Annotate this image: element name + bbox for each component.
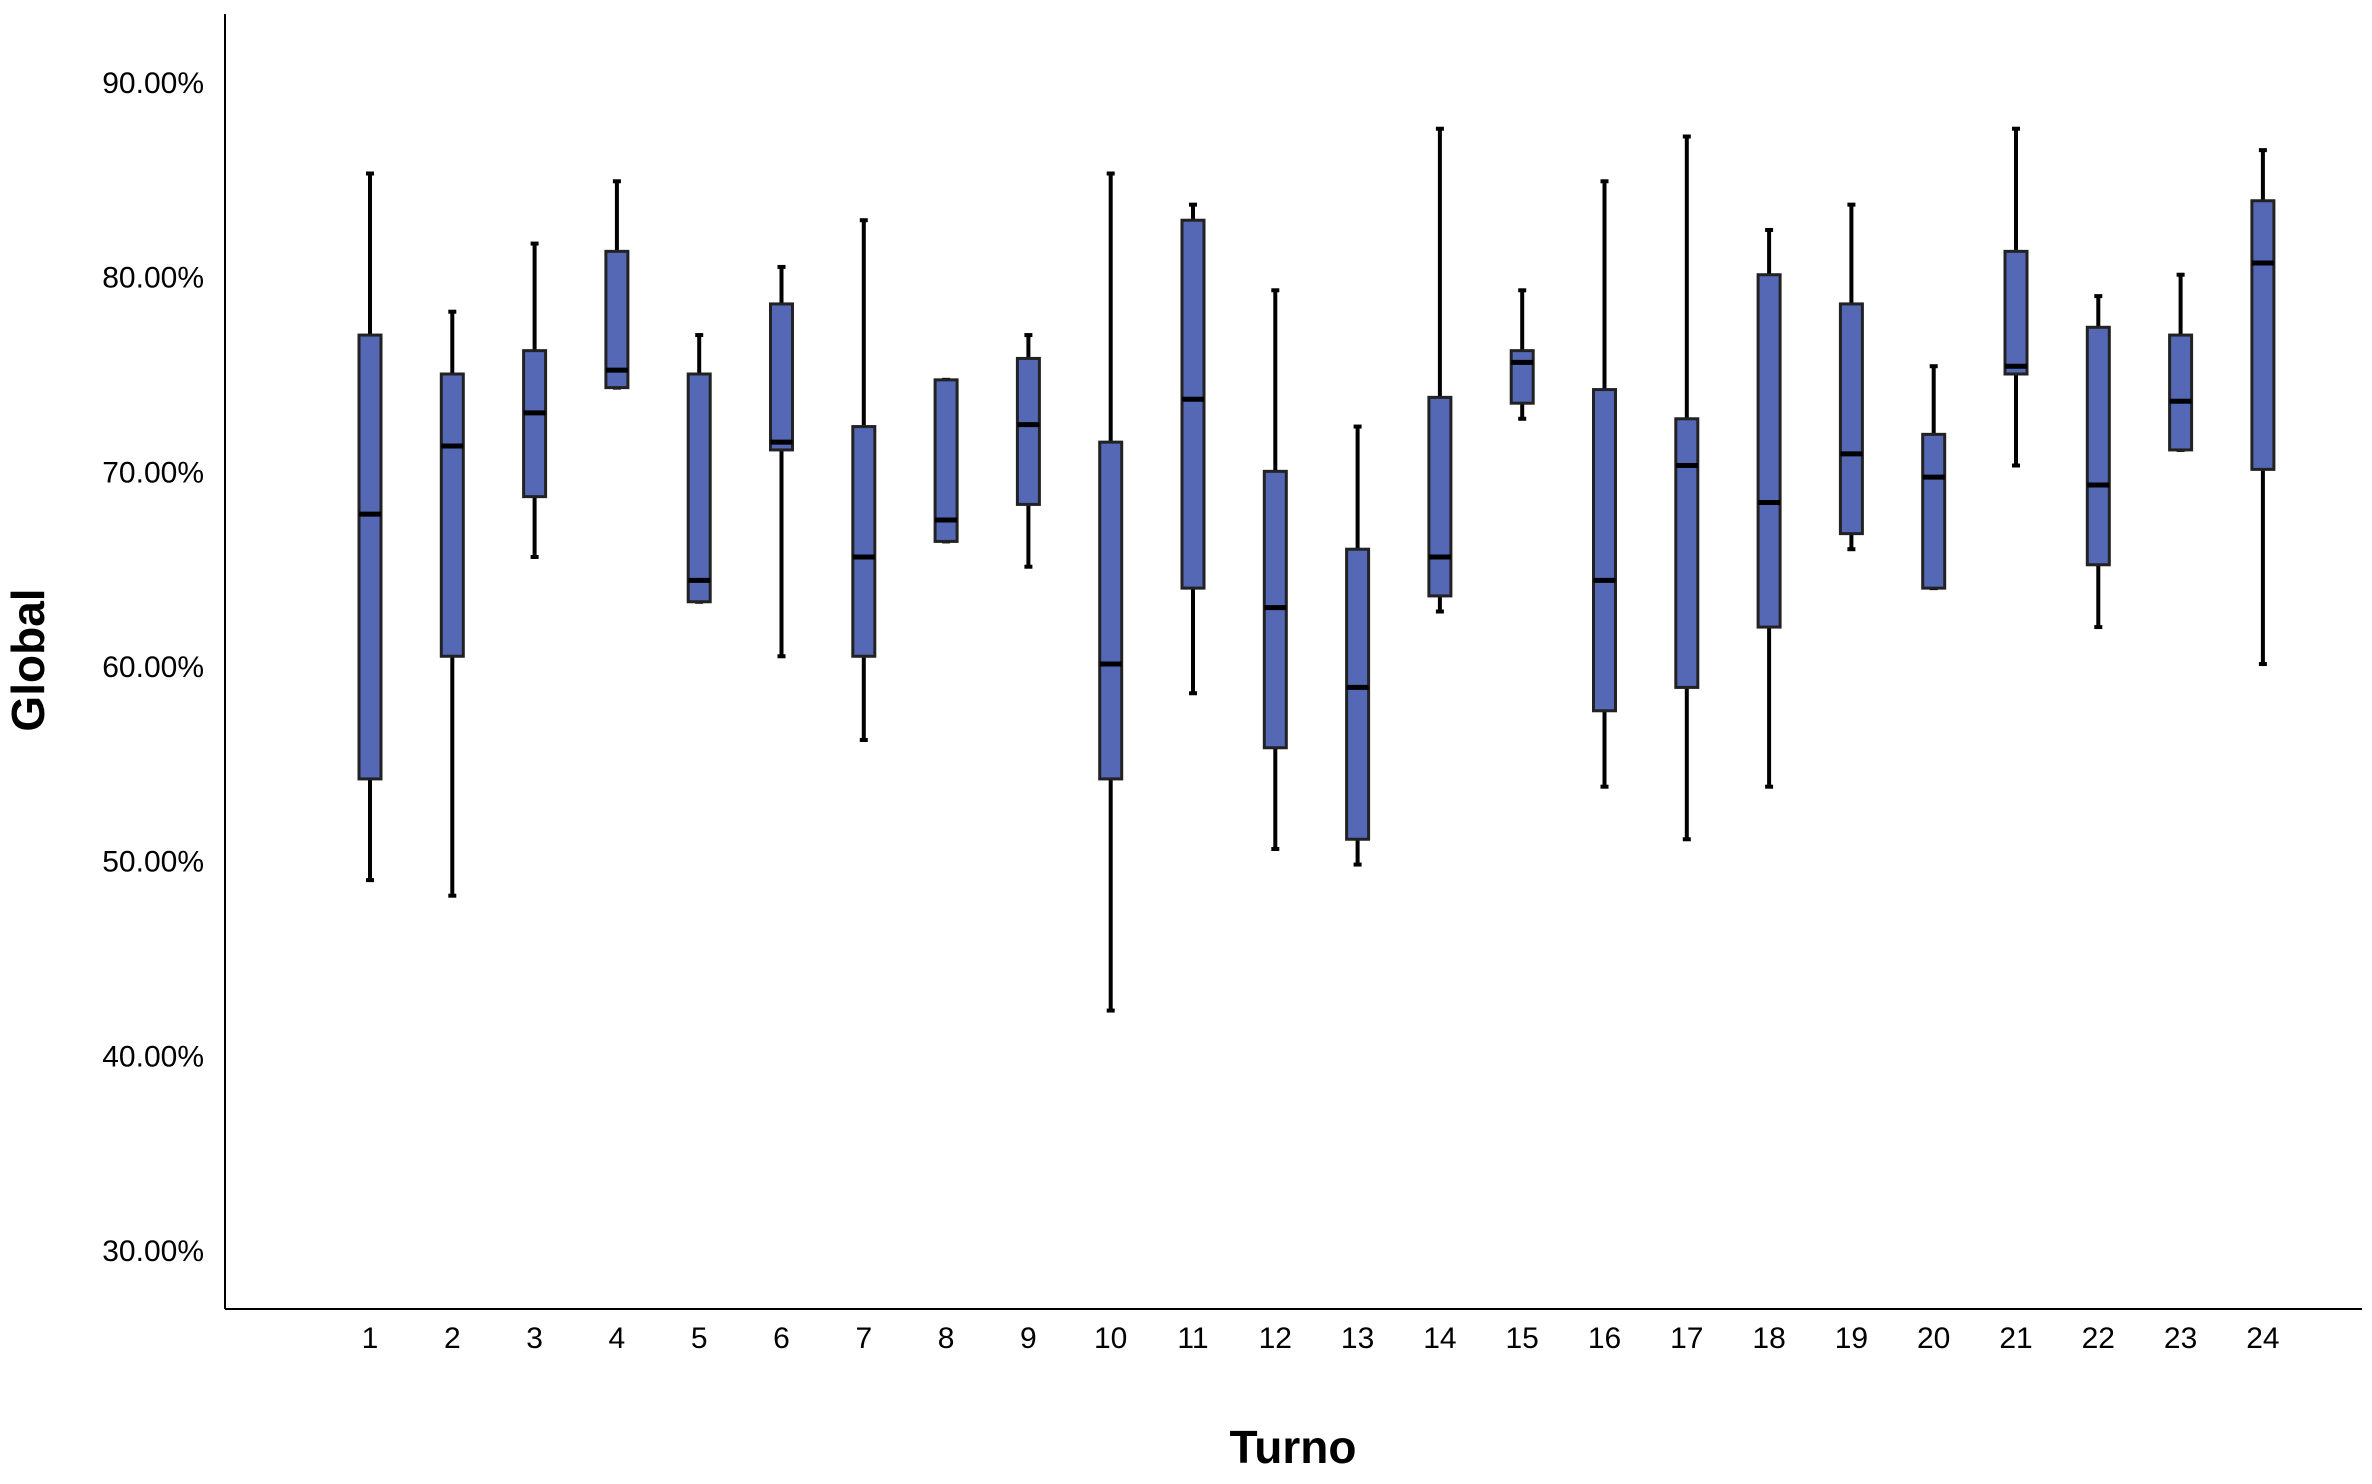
x-tick-label: 11 <box>1177 1322 1208 1355</box>
x-tick-label: 3 <box>526 1322 543 1355</box>
box <box>604 249 630 390</box>
box <box>1756 273 1782 629</box>
x-tick-label: 2 <box>444 1322 461 1355</box>
x-tick-label: 10 <box>1094 1322 1127 1355</box>
box <box>357 333 383 781</box>
box-group <box>2168 272 2194 452</box>
y-axis: 30.00% 40.00% 50.00% 60.00% 70.00% 80.00% 90.0… <box>102 14 226 1309</box>
box-group <box>1262 288 1288 851</box>
x-tick-label: 14 <box>1423 1322 1456 1355</box>
x-tick-label: 17 <box>1670 1322 1703 1355</box>
x-tick-label: 20 <box>1917 1322 1950 1355</box>
box <box>2085 325 2111 567</box>
x-tick-label: 22 <box>2082 1322 2115 1355</box>
x-tick-label: 19 <box>1835 1322 1868 1355</box>
box <box>933 378 959 543</box>
box-group <box>769 264 794 659</box>
box-group <box>2085 294 2111 630</box>
box <box>1921 432 1947 590</box>
box-group <box>1509 288 1535 421</box>
x-axis-title: Turno <box>1230 1421 1357 1473</box>
x-tick-label: 23 <box>2164 1322 2197 1355</box>
box <box>2003 249 2029 376</box>
y-axis-title: Global <box>2 588 54 731</box>
x-tick-label: 21 <box>1999 1322 2032 1355</box>
box-group <box>686 333 712 604</box>
box-group <box>604 179 630 390</box>
box-group <box>522 241 548 559</box>
box-group <box>1921 364 1947 591</box>
box-group <box>1015 333 1041 569</box>
box-group <box>2003 126 2029 468</box>
box <box>1838 302 1864 536</box>
box <box>2168 333 2194 452</box>
x-tick-label: 24 <box>2246 1322 2279 1355</box>
y-tick-label: 80.00% <box>102 262 204 295</box>
y-tick-label: 50.00% <box>102 846 204 879</box>
box-group <box>933 377 959 544</box>
x-tick-label: 7 <box>855 1322 872 1355</box>
boxes <box>357 126 2276 1013</box>
box <box>1592 388 1617 713</box>
box <box>1427 395 1453 598</box>
box <box>522 349 548 499</box>
box-group <box>439 309 465 898</box>
x-tick-label: 12 <box>1259 1322 1292 1355</box>
box-group <box>1345 424 1371 867</box>
x-tick-label: 1 <box>362 1322 379 1355</box>
x-tick-label: 16 <box>1588 1322 1621 1355</box>
box <box>686 372 712 604</box>
y-tick-label: 90.00% <box>102 67 204 100</box>
x-tick-label: 6 <box>773 1322 790 1355</box>
box-group <box>357 171 383 883</box>
box <box>1180 218 1206 590</box>
x-tick-label: 5 <box>691 1322 708 1355</box>
x-tick-label: 18 <box>1752 1322 1785 1355</box>
box <box>439 372 465 658</box>
y-tick-label: 40.00% <box>102 1040 204 1073</box>
box <box>2250 199 2276 471</box>
box-group <box>851 218 877 742</box>
box-group <box>1592 179 1617 789</box>
box-group <box>1674 134 1700 842</box>
y-tick-label: 60.00% <box>102 651 204 684</box>
box <box>1098 440 1124 781</box>
box-group <box>2250 148 2276 667</box>
box-group <box>1838 202 1864 552</box>
x-tick-label: 15 <box>1506 1322 1539 1355</box>
y-tick-label: 30.00% <box>102 1235 204 1268</box>
box <box>1015 356 1041 506</box>
box-group <box>1756 227 1782 789</box>
x-tick-label: 13 <box>1341 1322 1374 1355</box>
box <box>1345 547 1371 841</box>
x-axis: 1 2 3 4 5 6 7 8 9 10 11 12 13 14 15 16 17 18 19 20 21 22 23 24 <box>225 1308 2362 1355</box>
x-tick-label: 4 <box>609 1322 626 1355</box>
box-group <box>1098 171 1124 1013</box>
box-group <box>1427 126 1453 614</box>
box <box>1674 417 1700 689</box>
box <box>851 425 877 658</box>
box <box>1509 349 1535 405</box>
box <box>769 302 794 452</box>
x-tick-label: 8 <box>938 1322 955 1355</box>
x-tick-label: 9 <box>1020 1322 1037 1355</box>
y-tick-label: 70.00% <box>102 456 204 489</box>
box-group <box>1180 202 1206 696</box>
